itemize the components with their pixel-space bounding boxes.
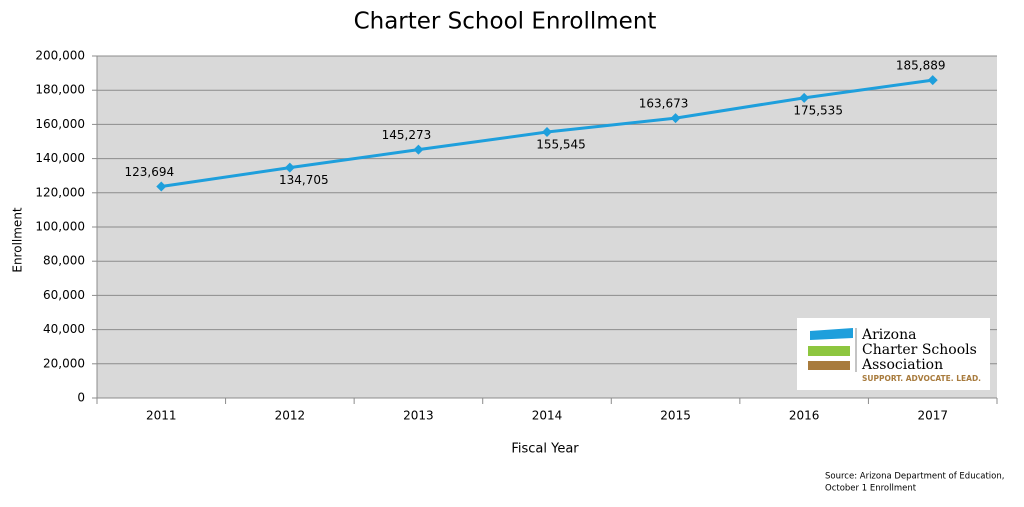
data-label: 145,273 [382, 128, 432, 142]
data-label: 185,889 [896, 59, 946, 73]
chart-title: Charter School Enrollment [354, 9, 657, 35]
logo-text: Arizona [861, 327, 916, 343]
y-tick-label: 0 [77, 391, 85, 405]
marker [670, 113, 681, 124]
logo-stripe [810, 328, 853, 340]
marker [542, 127, 552, 138]
y-tick-label: 100,000 [35, 220, 85, 234]
data-label: 163,673 [639, 97, 689, 111]
y-tick-label: 200,000 [35, 49, 85, 63]
x-tick-label: 2016 [789, 409, 820, 423]
logo-tagline: SUPPORT. ADVOCATE. LEAD. [862, 374, 981, 383]
y-tick-label: 120,000 [35, 185, 85, 199]
marker [413, 144, 424, 155]
y-tick-label: 160,000 [35, 117, 85, 131]
marker [927, 75, 938, 86]
y-tick-label: 140,000 [35, 151, 85, 165]
logo-text: Association [861, 357, 943, 373]
y-tick-label: 180,000 [35, 83, 85, 97]
marker [156, 181, 167, 192]
x-tick-label: 2017 [917, 409, 948, 423]
data-label: 123,694 [124, 165, 174, 179]
y-tick-label: 80,000 [43, 254, 85, 268]
marker [799, 92, 810, 103]
marker [284, 162, 295, 173]
x-tick-label: 2011 [146, 409, 177, 423]
y-axis-label: Enrollment [11, 207, 25, 273]
x-tick-label: 2013 [403, 409, 434, 423]
data-label: 175,535 [793, 103, 843, 117]
y-tick-label: 20,000 [43, 356, 85, 370]
x-tick-label: 2014 [532, 409, 563, 423]
source-note: Source: Arizona Department of Education, [825, 472, 1004, 482]
x-tick-label: 2015 [660, 409, 691, 423]
y-tick-label: 40,000 [43, 322, 85, 336]
x-tick-label: 2012 [275, 409, 306, 423]
logo-stripe [808, 361, 850, 370]
source-note: October 1 Enrollment [825, 484, 917, 494]
logo: Arizona Charter Schools Association SUPP… [797, 318, 990, 390]
x-axis-label: Fiscal Year [511, 442, 579, 457]
logo-stripe [808, 346, 850, 356]
logo-text: Charter Schools [862, 342, 977, 358]
data-label: 134,705 [279, 173, 329, 187]
y-tick-label: 60,000 [43, 288, 85, 302]
data-label: 155,545 [536, 138, 586, 152]
